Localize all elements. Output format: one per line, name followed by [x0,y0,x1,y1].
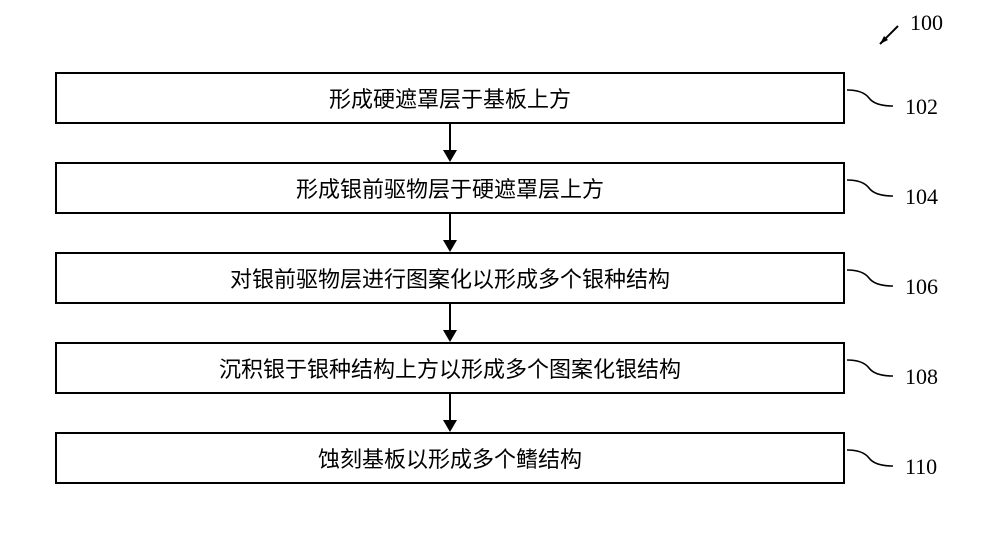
step-text: 对银前驱物层进行图案化以形成多个银种结构 [230,262,670,294]
leader-curve-icon [845,86,900,110]
step-number-104: 104 [905,184,938,210]
step-number-106: 106 [905,274,938,300]
figure-arrow-icon [872,22,902,52]
connector-line [449,214,451,240]
step-box-104: 形成银前驱物层于硬遮罩层上方 [55,162,845,214]
step-text: 蚀刻基板以形成多个鳍结构 [318,442,582,474]
step-number-102: 102 [905,94,938,120]
step-text: 沉积银于银种结构上方以形成多个图案化银结构 [219,352,681,384]
connector-arrow-icon [443,330,457,342]
step-text: 形成银前驱物层于硬遮罩层上方 [296,172,604,204]
connector-line [449,394,451,420]
connector-line [449,124,451,150]
leader-curve-icon [845,446,900,470]
flowchart-canvas: 100 形成硬遮罩层于基板上方 102 形成银前驱物层于硬遮罩层上方 104 对银前驱物… [0,0,1000,550]
connector-line [449,304,451,330]
connector-arrow-icon [443,420,457,432]
figure-number: 100 [910,10,943,36]
step-number-108: 108 [905,364,938,390]
step-box-106: 对银前驱物层进行图案化以形成多个银种结构 [55,252,845,304]
step-box-108: 沉积银于银种结构上方以形成多个图案化银结构 [55,342,845,394]
leader-curve-icon [845,356,900,380]
step-box-102: 形成硬遮罩层于基板上方 [55,72,845,124]
leader-curve-icon [845,266,900,290]
step-box-110: 蚀刻基板以形成多个鳍结构 [55,432,845,484]
connector-arrow-icon [443,240,457,252]
leader-curve-icon [845,176,900,200]
connector-arrow-icon [443,150,457,162]
step-number-110: 110 [905,454,937,480]
step-text: 形成硬遮罩层于基板上方 [329,82,571,114]
